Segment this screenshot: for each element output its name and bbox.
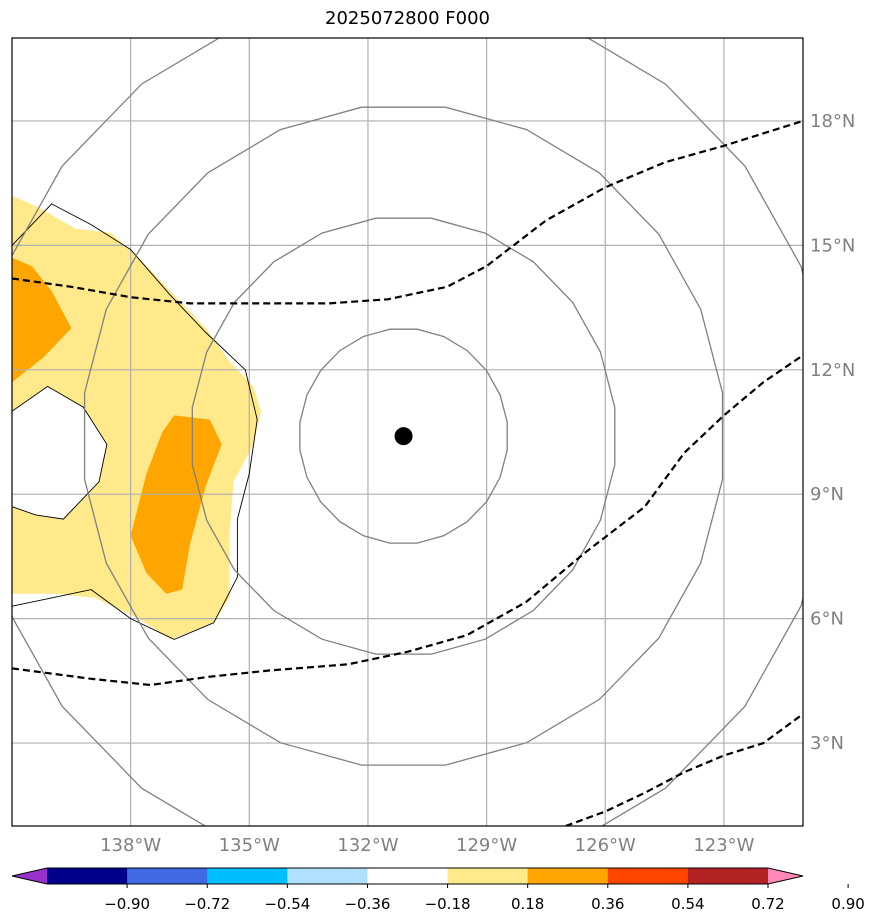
lon-tick-label: 129°W [456, 835, 517, 856]
colorbar-segment [127, 868, 208, 884]
colorbar-segment [687, 868, 769, 884]
colorbar-extend-high [768, 868, 803, 884]
contour-line-1 [12, 203, 258, 640]
colorbar-segment [447, 868, 529, 884]
colorbar-segment [287, 868, 368, 884]
map-title: 2025072800 F000 [325, 8, 490, 29]
colorbar-tick-label: −0.72 [184, 895, 230, 913]
map-plot-area [12, 38, 803, 826]
colorbar-tick-label: 0.72 [751, 895, 784, 913]
lat-tick-label: 18°N [810, 111, 855, 132]
shaded-region-1 [12, 195, 262, 640]
center-marker-layer [394, 427, 413, 446]
colorbar-segment [47, 868, 128, 884]
lon-tick-label: 123°W [693, 835, 754, 856]
track-line-2 [12, 354, 803, 687]
colorbar-extend-low [12, 868, 47, 884]
lon-tick-label: 138°W [100, 835, 161, 856]
colorbar-tick-label: 0.36 [591, 895, 624, 913]
lat-tick-label: 3°N [810, 733, 844, 754]
gridlines [12, 38, 803, 826]
range-ring-3 [83, 106, 724, 766]
range-ring-1 [299, 328, 508, 544]
track-line-1 [12, 119, 803, 305]
lat-tick-label: 9°N [810, 484, 844, 505]
lat-tick-label: 6°N [810, 609, 844, 630]
storm-center-marker [394, 427, 413, 446]
colorbar-tick-label: −0.18 [425, 895, 471, 913]
colorbar-segment [607, 868, 689, 884]
map-frame [11, 37, 804, 827]
shaded-region-2 [12, 257, 72, 383]
contour-line-2 [12, 385, 108, 520]
range-ring-2 [191, 217, 616, 655]
lon-tick-label: 135°W [219, 835, 280, 856]
lat-tick-label: 12°N [810, 360, 855, 381]
lon-tick-label: 126°W [575, 835, 636, 856]
colorbar-outline [11, 867, 804, 885]
lat-tick-label: 15°N [810, 235, 855, 256]
track-line-3 [565, 713, 803, 826]
shading-layer [12, 195, 262, 640]
lon-tick-label: 132°W [337, 835, 398, 856]
colorbar-tick-label: 0.18 [511, 895, 544, 913]
axis-labels: 138°W 135°W 132°W 129°W 126°W 123°W 3°N 6°N 9°N 1… [100, 111, 855, 856]
colorbar: −0.90 −0.72 −0.54 −0.36 −0.18 0.18 0.36 0.54 0.7… [11, 867, 865, 913]
shaded-region-3 [130, 415, 222, 594]
range-rings [12, 38, 803, 826]
contour-layer [12, 203, 258, 640]
shaded-region-4 [12, 386, 107, 520]
range-ring-4 [12, 38, 803, 826]
track-lines [12, 119, 803, 826]
colorbar-tick-label: −0.90 [104, 895, 150, 913]
colorbar-tick-label: 0.54 [671, 895, 704, 913]
colorbar-segment [527, 868, 609, 884]
colorbar-segment [207, 868, 288, 884]
colorbar-tick-label: −0.54 [264, 895, 310, 913]
colorbar-segment [367, 868, 449, 884]
colorbar-tick-label: 0.90 [831, 895, 864, 913]
colorbar-tick-label: −0.36 [344, 895, 390, 913]
